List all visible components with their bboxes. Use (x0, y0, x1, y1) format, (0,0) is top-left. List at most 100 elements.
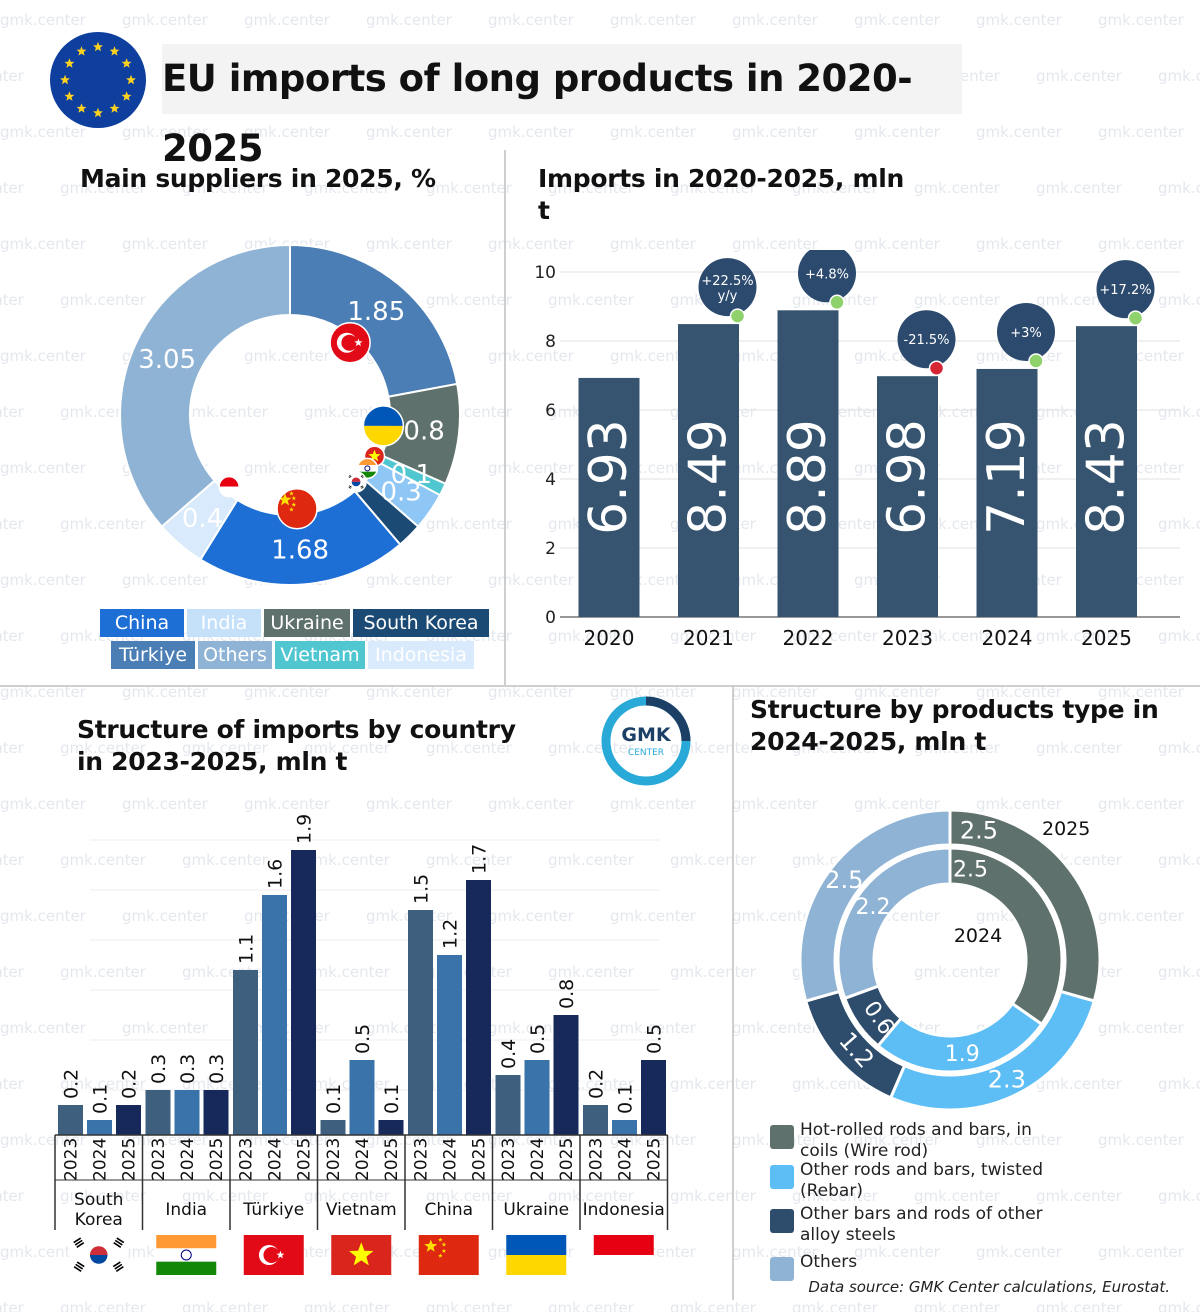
bar-value-label: 0.1 (323, 1084, 345, 1114)
group-label: Türkiye (242, 1200, 304, 1220)
product-legend-swatch (770, 1125, 794, 1149)
change-label-unit: y/y (718, 289, 738, 304)
y-tick-label: 6 (545, 401, 556, 421)
korea-flag-icon (345, 471, 367, 493)
product-legend-label: Others (800, 1252, 858, 1272)
change-dot (729, 308, 746, 324)
y-tick-label: 2 (545, 539, 556, 559)
product-slice-2025-3 (798, 808, 952, 1003)
bar-2025 (1076, 326, 1137, 617)
year-label: 2024 (178, 1138, 198, 1181)
change-bubble (698, 258, 757, 317)
change-label: -21.5% (904, 333, 950, 348)
bar-value-label: 6.93 (579, 419, 639, 535)
turkiye-flag-icon (243, 1235, 304, 1275)
year-label: 2025 (120, 1138, 140, 1181)
bar-value-label: 1.9 (294, 814, 316, 844)
x-tick-label: 2021 (683, 626, 734, 650)
imports-bar-chart: 0 2 4 6 8 10 6.93 2020 8.49 2021 +22.5%y/y 8.89 2022… (534, 250, 1180, 650)
product-value-label: 2.5 (960, 817, 998, 845)
bar-value-label: 1.7 (469, 844, 491, 874)
bar-value-label: 0.2 (61, 1069, 83, 1099)
bar-india-2025 (203, 1090, 229, 1135)
bar-south-korea-2025 (116, 1105, 141, 1135)
group-label: China (424, 1200, 473, 1220)
change-label: +22.5% (701, 274, 753, 289)
bar-türkiye-2023 (233, 970, 258, 1135)
legend-chip-india: India (187, 609, 261, 637)
bar-türkiye-2024 (262, 895, 287, 1135)
eu-star (109, 46, 120, 56)
product-value-label: 2.3 (988, 1066, 1026, 1094)
year-label: 2023 (62, 1138, 82, 1181)
bar-ukraine-2023 (495, 1075, 521, 1135)
bar-value-label: 0.3 (177, 1054, 199, 1084)
product-legend-swatch (770, 1165, 794, 1189)
legend-chip-ukraine: Ukraine (264, 609, 350, 637)
by-product-title: Structure by products type in 2024-2025,… (750, 695, 1159, 756)
eu-star (93, 107, 103, 118)
change-dot (1028, 353, 1044, 369)
change-label: +17.2% (1099, 283, 1151, 298)
bar-china-2024 (437, 955, 462, 1135)
bar-value-label: 7.19 (977, 419, 1037, 535)
bar-value-label: 1.2 (440, 919, 462, 949)
bar-2021 (678, 324, 739, 617)
eu-star (121, 58, 132, 68)
bar-south-korea-2023 (58, 1105, 83, 1135)
group-label: India (165, 1200, 207, 1220)
year-label: 2023 (237, 1138, 257, 1181)
product-value-label: 1.9 (945, 1042, 980, 1067)
year-label: 2025 (557, 1138, 577, 1181)
change-bubble (798, 250, 856, 303)
india-flag-icon (356, 457, 379, 480)
group-label-line2: Korea (75, 1210, 123, 1230)
bar-vietnam-2023 (320, 1120, 346, 1135)
bar-value-label: 1.6 (265, 859, 287, 889)
group-label: Ukraine (503, 1200, 569, 1220)
product-legend-swatch (770, 1257, 794, 1281)
year-label: 2024 (616, 1138, 636, 1181)
product-value-label: 2.5 (953, 857, 988, 882)
bar-value-label: 0.4 (498, 1039, 520, 1069)
eu-star (93, 41, 103, 52)
product-value-label: 2.2 (855, 895, 890, 920)
vietnam-flag-icon (331, 1235, 392, 1275)
product-legend-label: Other rods and bars, twisted (Rebar) (800, 1160, 1044, 1201)
bar-indonesia-2025 (641, 1060, 666, 1135)
year-label: 2024 (91, 1138, 111, 1181)
eu-star (109, 103, 120, 113)
bar-value-label: 6.98 (878, 419, 938, 535)
inner-ring-year: 2024 (954, 925, 1002, 947)
bar-ukraine-2024 (524, 1060, 550, 1135)
bar-2023 (877, 376, 938, 617)
bar-vietnam-2025 (378, 1120, 404, 1135)
product-slice-2024-0 (948, 846, 1064, 1027)
bar-value-label: 1.1 (236, 934, 258, 964)
donut-value-label: 1.85 (347, 297, 405, 327)
product-legend-label: Hot-rolled rods and bars, in coils (Wire… (800, 1120, 1032, 1161)
year-label: 2023 (412, 1138, 432, 1181)
bar-value-label: 0.1 (381, 1084, 403, 1114)
indonesia-flag-icon (218, 475, 240, 498)
bar-value-label: 0.3 (206, 1054, 228, 1084)
bar-vietnam-2024 (349, 1060, 375, 1135)
y-tick-label: 0 (545, 608, 556, 628)
year-label: 2024 (441, 1138, 461, 1181)
year-label: 2025 (470, 1138, 490, 1181)
by-country-title: Structure of imports by country in 2023-… (77, 715, 516, 776)
eu-star (76, 103, 87, 113)
donut-value-label: 0.4 (182, 504, 223, 534)
group-label: Vietnam (326, 1200, 397, 1220)
donut-title: Main suppliers in 2025, % (80, 164, 436, 193)
bar-value-label: 0.2 (586, 1069, 608, 1099)
year-label: 2025 (645, 1138, 665, 1181)
year-label: 2024 (528, 1138, 548, 1181)
imports-title: Imports in 2020-2025, mln t (538, 164, 905, 225)
donut-value-label: 1.68 (271, 536, 329, 566)
donut-value-label: 0.1 (391, 460, 432, 490)
change-label: +3% (1010, 326, 1042, 341)
year-label: 2023 (149, 1138, 169, 1181)
bar-china-2025 (466, 880, 491, 1135)
